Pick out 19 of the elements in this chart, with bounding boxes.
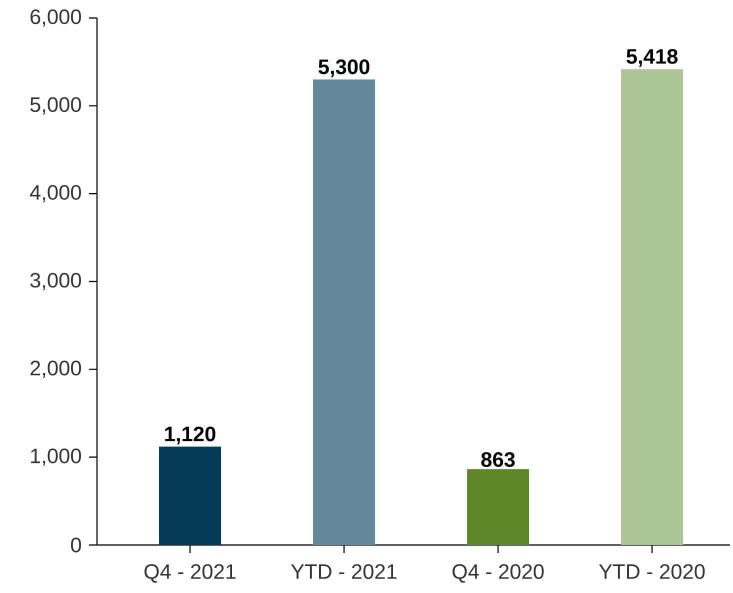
x-tick-label: Q4 - 2021 bbox=[144, 564, 236, 583]
y-tick-label: 4,000 bbox=[30, 185, 82, 202]
x-tick-label: YTD - 2021 bbox=[291, 564, 396, 579]
y-tick-label: 3,000 bbox=[30, 272, 82, 290]
y-tick-label: 0 bbox=[71, 538, 82, 552]
bar bbox=[313, 79, 376, 545]
bar bbox=[621, 69, 684, 545]
data-label: 5,418 bbox=[626, 49, 678, 67]
x-tick-label: YTD - 2020 bbox=[599, 564, 705, 579]
data-label: 5,300 bbox=[318, 59, 370, 78]
y-tick-label: 2,000 bbox=[30, 360, 82, 378]
bar bbox=[467, 469, 530, 545]
x-tick-label: Q4 - 2020 bbox=[452, 564, 544, 583]
bar bbox=[159, 446, 222, 545]
y-tick-label: 1,000 bbox=[31, 448, 82, 466]
data-label: 863 bbox=[481, 452, 515, 467]
data-label: 1,120 bbox=[165, 426, 216, 444]
y-tick-label: 6,000 bbox=[30, 9, 82, 27]
y-tick-label: 5,000 bbox=[30, 97, 82, 114]
